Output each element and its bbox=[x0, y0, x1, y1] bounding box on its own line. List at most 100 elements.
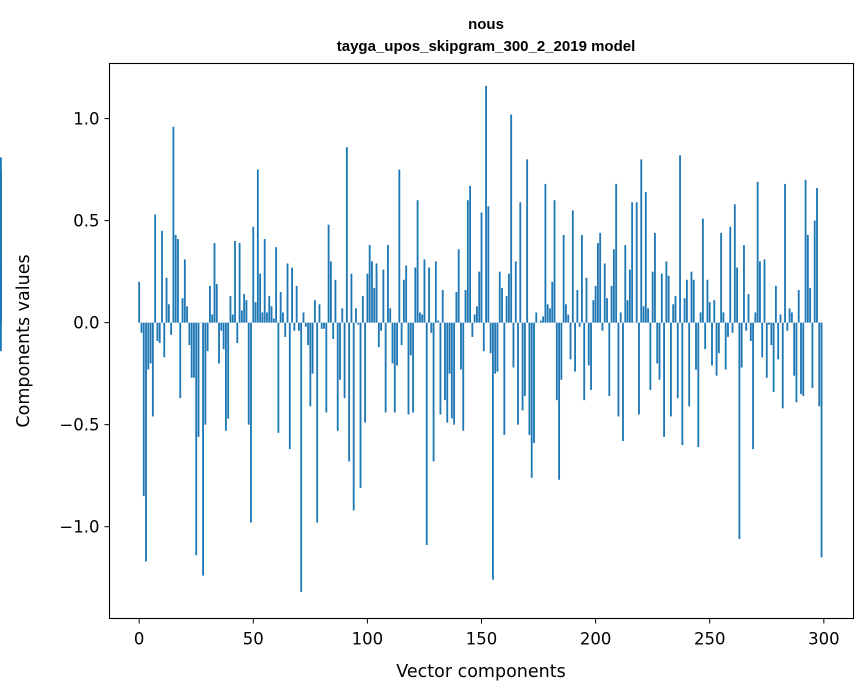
bar bbox=[811, 322, 814, 388]
bar bbox=[430, 322, 433, 333]
bar bbox=[517, 322, 519, 425]
bar bbox=[494, 322, 497, 374]
bar bbox=[272, 318, 275, 323]
bar bbox=[569, 322, 572, 360]
bar bbox=[243, 294, 246, 323]
bar bbox=[713, 300, 716, 323]
bar bbox=[706, 279, 709, 323]
bar bbox=[603, 263, 606, 323]
bar bbox=[487, 206, 490, 323]
bar bbox=[476, 306, 478, 323]
bar bbox=[336, 322, 339, 431]
bar bbox=[606, 298, 608, 323]
bar bbox=[457, 249, 460, 323]
bar bbox=[587, 322, 590, 366]
bar bbox=[512, 322, 515, 368]
bar bbox=[444, 322, 446, 401]
bar bbox=[202, 322, 204, 576]
bar bbox=[421, 314, 424, 323]
bar bbox=[562, 234, 565, 323]
bar bbox=[638, 322, 640, 415]
bar bbox=[715, 322, 718, 376]
bar bbox=[359, 322, 362, 488]
x-tick-label: 150 bbox=[466, 630, 498, 649]
bar bbox=[747, 294, 750, 323]
bar bbox=[743, 245, 745, 323]
bar bbox=[307, 322, 309, 346]
bar bbox=[464, 289, 467, 323]
bar bbox=[745, 322, 748, 331]
bar bbox=[471, 322, 474, 337]
bar bbox=[156, 322, 159, 341]
bar bbox=[190, 322, 193, 378]
y-axis-label: Components values bbox=[14, 254, 34, 427]
y-tick-label: 0.0 bbox=[73, 314, 99, 333]
bar bbox=[774, 285, 777, 323]
bar bbox=[553, 200, 556, 323]
bar bbox=[195, 322, 198, 556]
bar bbox=[478, 271, 481, 323]
bar bbox=[612, 249, 615, 323]
bar bbox=[624, 245, 627, 323]
y-tick-label: 0.5 bbox=[73, 212, 99, 231]
bar bbox=[551, 281, 554, 323]
bar bbox=[797, 289, 800, 323]
bar bbox=[193, 322, 195, 378]
bar bbox=[759, 261, 761, 323]
bar bbox=[565, 304, 567, 323]
y-tick-label: 1.0 bbox=[73, 110, 99, 129]
bar bbox=[558, 322, 561, 480]
bar bbox=[245, 300, 248, 323]
chart-subtitle: tayga_upos_skipgram_300_2_2019 model bbox=[337, 38, 636, 55]
bar bbox=[503, 322, 506, 435]
bar bbox=[594, 285, 597, 323]
bar bbox=[165, 277, 168, 323]
bar bbox=[528, 322, 531, 435]
bar bbox=[772, 322, 775, 393]
bar bbox=[631, 202, 634, 323]
bar bbox=[786, 322, 789, 331]
bar bbox=[576, 289, 579, 323]
bar bbox=[608, 322, 611, 397]
bar bbox=[507, 273, 510, 323]
bar bbox=[211, 314, 214, 323]
bar bbox=[247, 322, 250, 425]
bar bbox=[339, 322, 341, 380]
bar bbox=[779, 314, 782, 323]
bar bbox=[400, 322, 403, 346]
y-tick-label: −0.5 bbox=[59, 416, 99, 435]
bar bbox=[222, 322, 225, 350]
bar bbox=[740, 322, 743, 368]
bar bbox=[227, 322, 230, 419]
bar bbox=[763, 259, 766, 323]
bar bbox=[496, 322, 499, 372]
bar bbox=[439, 322, 442, 415]
bar bbox=[437, 320, 440, 323]
bar bbox=[161, 230, 163, 323]
bar bbox=[749, 322, 752, 341]
bar bbox=[234, 241, 236, 323]
bar bbox=[220, 322, 223, 331]
bar bbox=[610, 285, 613, 323]
bar bbox=[455, 292, 458, 323]
bar bbox=[259, 273, 262, 323]
bar bbox=[777, 322, 780, 360]
bar bbox=[154, 214, 157, 323]
bar bbox=[596, 243, 599, 323]
bar bbox=[813, 220, 816, 323]
bar bbox=[729, 226, 732, 323]
bar bbox=[311, 322, 314, 374]
bar bbox=[544, 183, 547, 323]
bar bbox=[448, 322, 451, 374]
bar bbox=[252, 226, 255, 323]
bar bbox=[665, 261, 668, 323]
bar bbox=[628, 269, 631, 323]
bar bbox=[711, 322, 713, 366]
bar bbox=[820, 322, 823, 558]
bar bbox=[186, 306, 189, 323]
x-tick-label: 100 bbox=[352, 630, 384, 649]
bar bbox=[343, 322, 346, 399]
bar bbox=[158, 322, 161, 344]
bar bbox=[368, 245, 371, 323]
bar bbox=[263, 238, 266, 323]
